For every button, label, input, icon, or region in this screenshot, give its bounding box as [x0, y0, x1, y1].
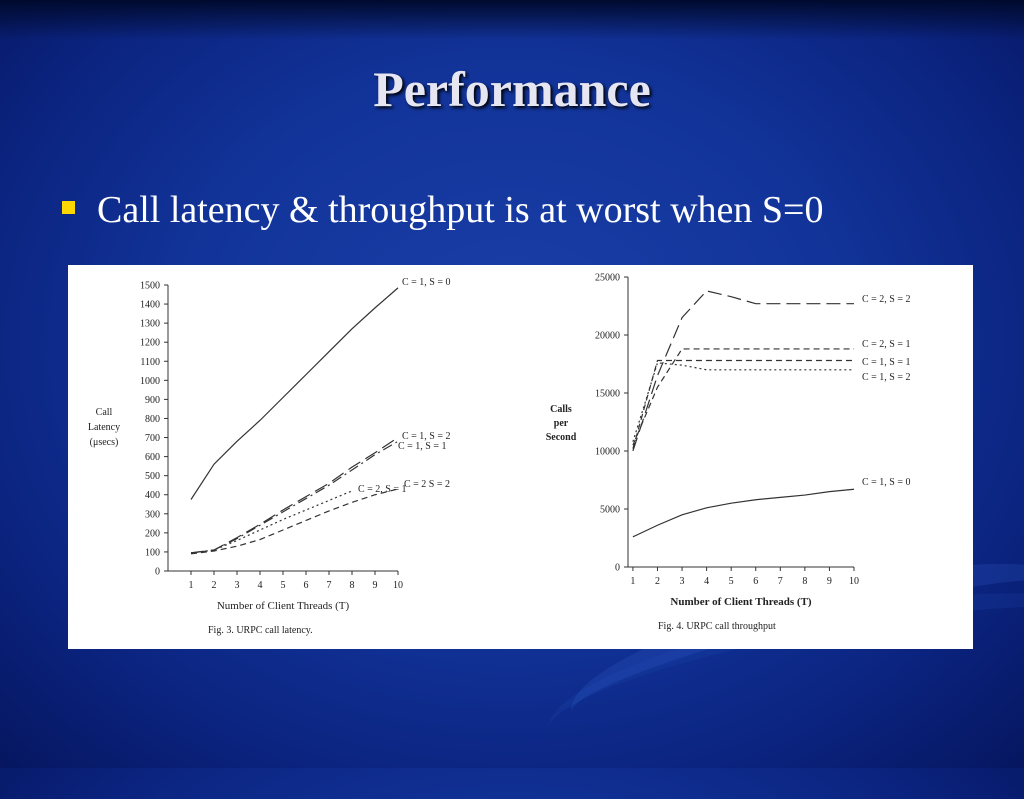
y-axis-label: Second	[546, 432, 577, 443]
x-tick-label: 6	[753, 576, 758, 587]
x-tick-label: 5	[281, 580, 286, 591]
x-tick-label: 7	[327, 580, 332, 591]
x-tick-label: 5	[729, 576, 734, 587]
y-tick-label: 25000	[595, 273, 620, 284]
figures-svg: 0100200300400500600700800900100011001200…	[88, 273, 911, 637]
x-tick-label: 4	[258, 580, 263, 591]
y-tick-label: 1500	[140, 281, 160, 292]
x-tick-label: 8	[802, 576, 807, 587]
y-tick-label: 400	[145, 490, 160, 501]
series-label: C = 1, S = 2	[402, 431, 451, 442]
y-tick-label: 500	[145, 471, 160, 482]
bullet-text: Call latency & throughput is at worst wh…	[97, 189, 824, 231]
series-line	[190, 488, 399, 555]
x-axis-label: Number of Client Threads (T)	[670, 596, 812, 608]
y-tick-label: 5000	[600, 505, 620, 516]
y-tick-label: 700	[145, 433, 160, 444]
series-label: C = 1, S = 0	[402, 277, 451, 288]
y-tick-label: 1000	[140, 376, 160, 387]
y-tick-label: 1400	[140, 300, 160, 311]
series-line	[632, 362, 854, 442]
series-label: C = 2 S = 2	[404, 479, 450, 490]
y-axis-label: (μsecs)	[90, 437, 119, 448]
series-line	[190, 437, 399, 554]
series-label: C = 2, S = 2	[862, 294, 911, 305]
y-tick-label: 0	[615, 563, 620, 574]
y-tick-label: 900	[145, 395, 160, 406]
x-tick-label: 9	[373, 580, 378, 591]
figure-caption: Fig. 3. URPC call latency.	[208, 625, 313, 636]
series-label: C = 2, S = 1	[358, 484, 407, 495]
y-tick-label: 20000	[595, 331, 620, 342]
y-tick-label: 10000	[595, 447, 620, 458]
series-label: C = 1, S = 1	[398, 441, 447, 452]
y-axis-label: Calls	[550, 404, 572, 415]
x-tick-label: 9	[827, 576, 832, 587]
x-tick-label: 1	[189, 580, 194, 591]
x-tick-label: 4	[704, 576, 709, 587]
x-tick-label: 1	[630, 576, 635, 587]
y-tick-label: 15000	[595, 389, 620, 400]
x-tick-label: 3	[680, 576, 685, 587]
top-band	[0, 0, 1024, 40]
x-tick-label: 3	[235, 580, 240, 591]
figure-caption: Fig. 4. URPC call throughput	[658, 621, 776, 632]
x-tick-label: 10	[849, 576, 859, 587]
series-label: C = 1, S = 1	[862, 357, 911, 368]
x-tick-label: 8	[350, 580, 355, 591]
x-tick-label: 2	[655, 576, 660, 587]
x-tick-label: 2	[212, 580, 217, 591]
y-tick-label: 0	[155, 567, 160, 578]
y-tick-label: 300	[145, 509, 160, 520]
series-line	[632, 359, 854, 449]
y-axis-label: Call	[96, 407, 113, 418]
series-line	[632, 348, 854, 446]
y-tick-label: 1300	[140, 319, 160, 330]
series-label: C = 2, S = 1	[862, 339, 911, 350]
slide-title: Performance	[373, 61, 651, 117]
y-axis-label: per	[554, 418, 569, 429]
y-axis-label: Latency	[88, 422, 120, 433]
series-line	[632, 290, 854, 452]
series-line	[190, 287, 399, 500]
x-tick-label: 6	[304, 580, 309, 591]
series-label: C = 1, S = 2	[862, 372, 911, 383]
series-line	[190, 490, 353, 554]
y-tick-label: 1100	[140, 357, 160, 368]
x-axis-label: Number of Client Threads (T)	[217, 600, 350, 612]
x-tick-label: 7	[778, 576, 783, 587]
series-line	[190, 440, 399, 554]
y-tick-label: 800	[145, 414, 160, 425]
y-tick-label: 1200	[140, 338, 160, 349]
y-tick-label: 600	[145, 452, 160, 463]
y-tick-label: 100	[145, 547, 160, 558]
x-tick-label: 10	[393, 580, 403, 591]
series-line	[632, 488, 855, 538]
series-label: C = 1, S = 0	[862, 477, 911, 488]
figure-panel: 0 100 200 300 400 500 600 700 800 900 1000 1100 1200…	[68, 265, 973, 649]
y-tick-label: 200	[145, 528, 160, 539]
bullet-item: Call latency & throughput is at worst wh…	[62, 188, 823, 232]
square-bullet-icon	[62, 201, 75, 214]
